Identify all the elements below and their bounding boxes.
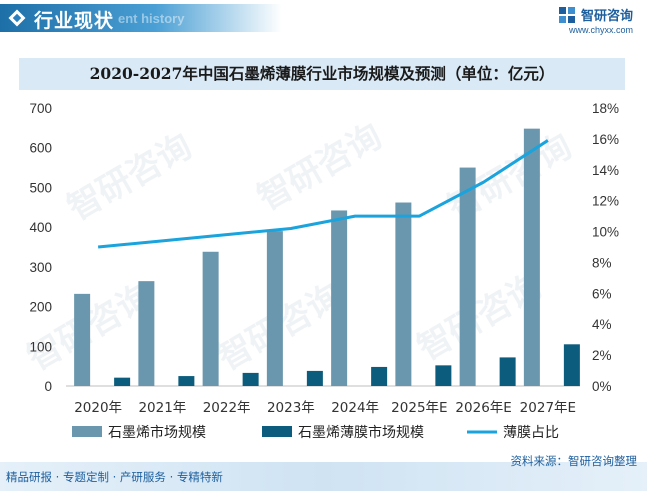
legend-label: 薄膜占比 [503,425,559,441]
bar-graphene [74,293,91,386]
legend-label: 石墨烯市场规模 [108,424,206,441]
chart-canvas: 0 100 200 300 400 500 600 700 0% 2% 4% 6% 8% 10% 12% 14… [29,101,619,441]
y-left-tick-label: 100 [29,339,52,354]
bar-film [242,372,259,386]
legend-swatch [72,426,102,437]
y-right-tick-label: 10% [592,225,619,240]
bar-graphene [459,167,476,386]
bar-graphene [202,251,219,386]
y-right-tick-label: 4% [592,317,612,332]
legend-label: 石墨烯薄膜市场规模 [298,424,424,441]
legend-swatch [262,426,292,437]
y-left-tick-label: 700 [29,101,52,116]
y-left-tick-label: 0 [44,379,52,394]
page-footer: 精品研报 · 专题定制 · 产研服务 · 专精特新 [0,458,647,491]
x-tick-label: 2027年E [520,400,576,416]
y-left-tick-label: 300 [29,260,52,275]
footer-banner [0,462,647,491]
y-right-tick-label: 16% [592,132,619,147]
chart-title-band: 2020-2027年中国石墨烯薄膜行业市场规模及预测（单位：亿元） [19,58,625,90]
y-left-tick-label: 200 [29,300,52,315]
x-tick-label: 2024年 [331,400,379,416]
brand-name: 智研咨询 [580,9,633,24]
line-film-share [97,139,549,249]
y-left-tick-label: 400 [29,220,52,235]
y-right-tick-label: 0% [592,379,612,394]
chevron-icon [8,9,26,27]
x-tick-label: 2025年E [391,400,447,416]
bar-film [499,357,516,386]
footer-services: 精品研报 · 专题定制 · 产研服务 · 专精特新 [6,470,223,484]
brand-logo-icon [558,6,575,23]
x-tick-label: 2023年 [267,400,315,416]
header-banner [0,4,282,32]
y-right-tick-label: 14% [592,163,619,178]
bar-graphene [395,202,412,386]
y-right-tick-label: 18% [592,101,619,116]
bar-film [306,370,323,386]
bar-film [563,344,580,386]
y-right-tick-label: 12% [592,194,619,209]
x-tick-label: 2026年E [455,400,511,416]
source-note: 资料来源：智研咨询整理 [510,454,638,468]
bar-graphene [331,210,348,386]
x-tick-label: 2020年 [74,400,122,416]
bar-film [371,366,388,386]
bar-graphene [138,281,155,386]
bar-film [435,365,452,386]
y-right-tick-label: 6% [592,286,612,301]
bar-film [178,376,195,386]
brand-block: 智研咨询 www.chyxx.com [558,4,633,35]
header-title: 行业现状 [34,10,115,32]
page-header: 行业现状 ent history 智研咨询 www.chyxx.com [0,0,647,36]
y-left-tick-label: 600 [29,141,52,156]
y-left-tick-label: 500 [29,180,52,195]
y-right-tick-label: 8% [592,255,612,270]
bar-graphene [523,128,540,386]
header-subtitle-en: ent history [118,11,185,26]
x-tick-label: 2022年 [203,400,251,416]
x-tick-label: 2021年 [138,400,186,416]
bar-graphene [266,231,283,386]
y-right-tick-label: 2% [592,348,612,363]
chart-title: 2020-2027年中国石墨烯薄膜行业市场规模及预测（单位：亿元） [89,64,555,83]
brand-url: www.chyxx.com [568,25,633,35]
bar-film [114,377,131,386]
